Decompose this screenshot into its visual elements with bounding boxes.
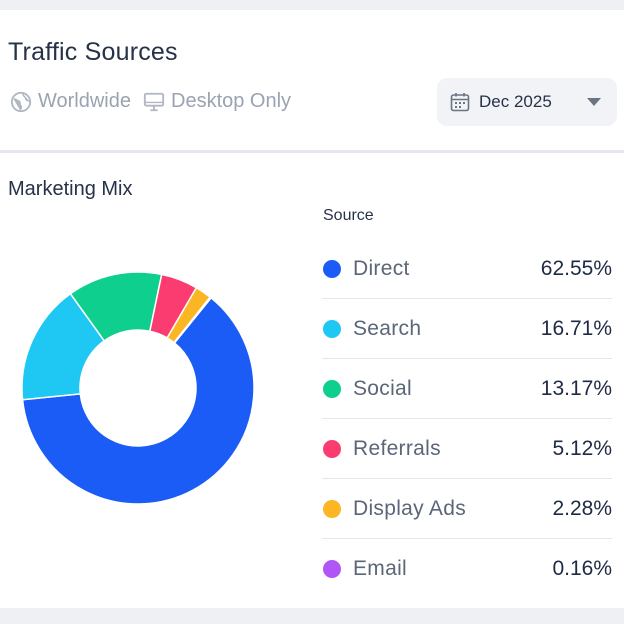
legend-value: 62.55% [540, 256, 612, 280]
section-divider [0, 150, 624, 153]
device-label: Desktop Only [171, 90, 292, 112]
card-header: Traffic Sources Worldwide Desktop Only [0, 10, 624, 150]
device-filter: Desktop Only [143, 90, 291, 113]
legend-row-direct[interactable]: Direct 62.55% [322, 239, 612, 299]
legend-dot [323, 439, 341, 458]
legend-value: 2.28% [552, 496, 612, 520]
globe-icon [10, 91, 32, 112]
desktop-icon [143, 92, 165, 111]
legend-label: Email [353, 557, 408, 580]
legend-row-email[interactable]: Email 0.16% [322, 539, 612, 599]
legend-value: 0.16% [552, 557, 612, 580]
legend-list: Direct 62.55% Search 16.71% Social 13.17% Refe… [322, 239, 612, 599]
legend-dot [323, 319, 341, 338]
legend-header: Source [323, 207, 374, 224]
legend-row-social[interactable]: Social 13.17% [322, 359, 612, 419]
region-label: Worldwide [38, 90, 131, 112]
legend-label: Referrals [353, 436, 441, 460]
calendar-icon [450, 92, 470, 112]
legend-value: 5.12% [552, 436, 612, 460]
donut-slice-direct[interactable] [21, 296, 255, 505]
legend-label: Search [353, 316, 422, 340]
legend-value: 16.71% [540, 316, 612, 340]
region-filter: Worldwide [10, 90, 131, 113]
donut-chart [21, 271, 255, 505]
traffic-sources-card: Traffic Sources Worldwide Desktop Only [0, 10, 624, 608]
page-title: Traffic Sources [8, 38, 178, 66]
legend-dot [323, 259, 341, 278]
donut-slice-email[interactable] [172, 296, 213, 344]
legend-dot [323, 499, 341, 518]
legend-row-display-ads[interactable]: Display Ads 2.28% [322, 479, 612, 539]
date-picker-button[interactable]: Dec 2025 [437, 78, 617, 126]
legend-row-referrals[interactable]: Referrals 5.12% [322, 419, 612, 479]
legend-dot [323, 560, 341, 578]
date-label: Dec 2025 [479, 92, 552, 111]
legend-value: 13.17% [540, 376, 612, 400]
legend-label: Direct [353, 256, 410, 280]
legend-label: Display Ads [353, 496, 467, 520]
legend-label: Social [353, 376, 412, 400]
legend-dot [323, 379, 341, 398]
filter-info: Worldwide Desktop Only [10, 90, 303, 113]
section-title: Marketing Mix [8, 178, 133, 200]
legend-row-search[interactable]: Search 16.71% [322, 299, 612, 359]
chevron-down-icon [587, 98, 601, 106]
